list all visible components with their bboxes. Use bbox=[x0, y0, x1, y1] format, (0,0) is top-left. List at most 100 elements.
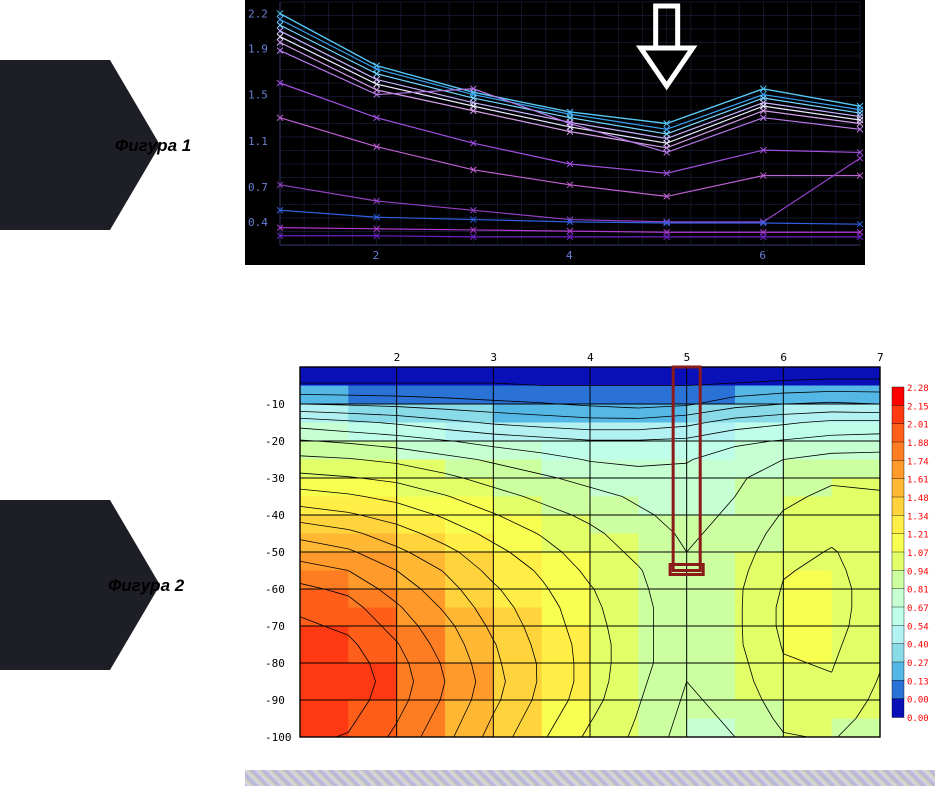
heatmap-cell bbox=[542, 404, 591, 423]
x-tick-label: 3 bbox=[490, 351, 497, 364]
heatmap-cell bbox=[638, 589, 687, 608]
colorbar-swatch bbox=[892, 589, 904, 608]
heatmap-cell bbox=[542, 589, 591, 608]
heatmap-cell bbox=[542, 626, 591, 645]
heatmap-cell bbox=[638, 719, 687, 738]
colorbar-swatch bbox=[892, 460, 904, 479]
heatmap-cell bbox=[735, 441, 784, 460]
heatmap-cell bbox=[687, 441, 736, 460]
heatmap-cell bbox=[445, 441, 494, 460]
heatmap-cell bbox=[783, 626, 832, 645]
heatmap-cell bbox=[493, 478, 542, 497]
heatmap-cell bbox=[300, 423, 349, 442]
heatmap-cell bbox=[687, 645, 736, 664]
heatmap-cell bbox=[832, 367, 881, 386]
x-tick-label: 2 bbox=[394, 351, 401, 364]
pentagon-decoration-1 bbox=[0, 60, 110, 230]
heatmap-cell bbox=[493, 663, 542, 682]
colorbar-label: 0.94 bbox=[907, 567, 929, 577]
y-tick-label: 0.7 bbox=[248, 181, 268, 194]
colorbar-swatch bbox=[892, 570, 904, 589]
heatmap-cell bbox=[493, 497, 542, 516]
heatmap-cell bbox=[445, 589, 494, 608]
y-tick-label: 1.5 bbox=[248, 89, 268, 102]
x-tick-label: 2 bbox=[373, 249, 380, 262]
heatmap-cell bbox=[542, 571, 591, 590]
heatmap-cell bbox=[493, 608, 542, 627]
heatmap-cell bbox=[832, 608, 881, 627]
heatmap-cell bbox=[590, 497, 639, 516]
heatmap-cell bbox=[300, 571, 349, 590]
heatmap-cell bbox=[445, 682, 494, 701]
colorbar-label: 1.34 bbox=[907, 512, 929, 522]
heatmap-cell bbox=[493, 534, 542, 553]
colorbar-swatch bbox=[892, 680, 904, 699]
heatmap-cell bbox=[832, 663, 881, 682]
heatmap-cell bbox=[638, 663, 687, 682]
y-tick-label: 2.2 bbox=[248, 8, 268, 21]
colorbar-label: 1.48 bbox=[907, 494, 929, 504]
colorbar-label: 1.21 bbox=[907, 531, 929, 541]
heatmap-cell bbox=[590, 608, 639, 627]
heatmap-cell bbox=[783, 367, 832, 386]
heatmap-cell bbox=[348, 478, 397, 497]
heatmap-cell bbox=[445, 515, 494, 534]
heatmap-cell bbox=[300, 478, 349, 497]
heatmap-cell bbox=[397, 663, 446, 682]
heatmap-cell bbox=[590, 367, 639, 386]
colorbar-label: 0.67 bbox=[907, 604, 929, 614]
heatmap-cell bbox=[783, 589, 832, 608]
y-tick-label: -50 bbox=[265, 546, 285, 559]
heatmap-cell bbox=[300, 460, 349, 479]
x-tick-label: 6 bbox=[759, 249, 766, 262]
heatmap-cell bbox=[783, 719, 832, 738]
heatmap-cell bbox=[590, 682, 639, 701]
heatmap-cell bbox=[397, 441, 446, 460]
heatmap-cell bbox=[397, 682, 446, 701]
x-tick-label: 7 bbox=[877, 351, 884, 364]
y-tick-label: 0.4 bbox=[248, 216, 268, 229]
heatmap-cell bbox=[832, 682, 881, 701]
heatmap-cell bbox=[445, 552, 494, 571]
heatmap-cell bbox=[542, 515, 591, 534]
heatmap-cell bbox=[348, 626, 397, 645]
heatmap-cell bbox=[590, 589, 639, 608]
heatmap-cell bbox=[687, 386, 736, 405]
heatmap-cell bbox=[397, 460, 446, 479]
heatmap-cell bbox=[783, 386, 832, 405]
colorbar-label: 0.00 bbox=[907, 714, 929, 724]
heatmap-cell bbox=[445, 663, 494, 682]
y-tick-label: -20 bbox=[265, 435, 285, 448]
heatmap-cell bbox=[542, 534, 591, 553]
heatmap-cell bbox=[735, 515, 784, 534]
heatmap-cell bbox=[445, 571, 494, 590]
heatmap-cell bbox=[590, 515, 639, 534]
heatmap-cell bbox=[542, 386, 591, 405]
heatmap-cell bbox=[397, 719, 446, 738]
heatmap-cell bbox=[783, 515, 832, 534]
heatmap-cell bbox=[638, 497, 687, 516]
colorbar-swatch bbox=[892, 534, 904, 553]
heatmap-cell bbox=[397, 478, 446, 497]
y-tick-label: -10 bbox=[265, 398, 285, 411]
heatmap-cell bbox=[590, 571, 639, 590]
heatmap-cell bbox=[590, 700, 639, 719]
colorbar-swatch bbox=[892, 479, 904, 498]
heatmap-cell bbox=[735, 460, 784, 479]
heatmap-cell bbox=[638, 626, 687, 645]
heatmap-cell bbox=[348, 589, 397, 608]
heatmap-cell bbox=[735, 534, 784, 553]
heatmap-cell bbox=[300, 645, 349, 664]
colorbar-swatch bbox=[892, 405, 904, 424]
heatmap-cell bbox=[783, 552, 832, 571]
figure-2-label: Фигура 2 bbox=[108, 576, 184, 596]
heatmap-cell bbox=[300, 626, 349, 645]
heatmap-cell bbox=[542, 663, 591, 682]
heatmap-cell bbox=[445, 626, 494, 645]
heatmap-cell bbox=[397, 423, 446, 442]
figure-1-label: Фигура 1 bbox=[115, 136, 191, 156]
heatmap-cell bbox=[832, 571, 881, 590]
colorbar-swatch bbox=[892, 607, 904, 626]
heatmap-cell bbox=[638, 608, 687, 627]
x-tick-label: 5 bbox=[684, 351, 691, 364]
